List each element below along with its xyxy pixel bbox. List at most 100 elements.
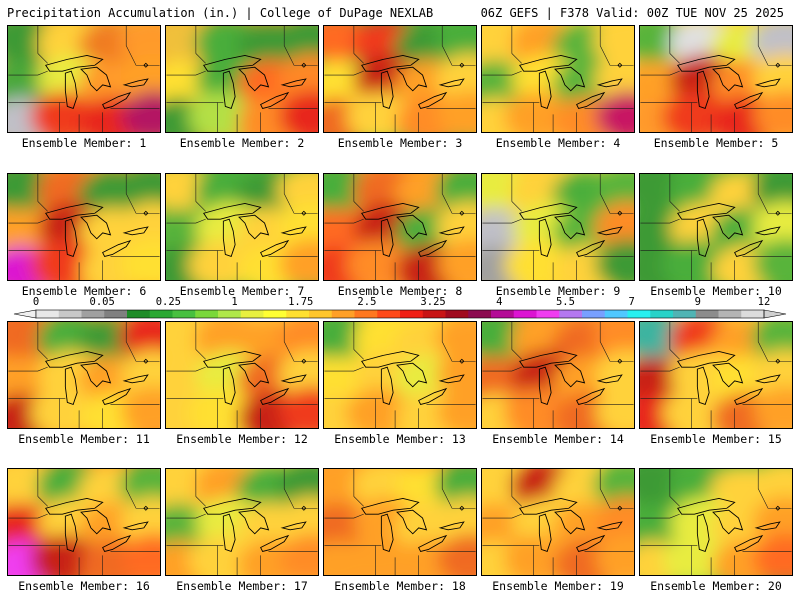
- lake-outline: [438, 78, 465, 88]
- lake-outline: [438, 226, 465, 236]
- state-border: [166, 513, 206, 519]
- lake-outline: [418, 239, 448, 257]
- city-marker-icon: [775, 62, 781, 68]
- precip-blob: [504, 239, 571, 280]
- precipitation-map: [481, 25, 635, 133]
- lake-outline: [396, 509, 428, 535]
- ensemble-panel: Ensemble Member: 13: [323, 321, 477, 446]
- ensemble-member-caption: Ensemble Member: 2: [179, 136, 305, 150]
- lake-outline: [260, 387, 290, 405]
- state-border: [324, 513, 364, 519]
- lake-outline: [122, 374, 149, 384]
- lake-outline: [380, 513, 394, 553]
- lake-outline: [280, 226, 307, 236]
- colorbar-segment: [627, 310, 651, 318]
- ensemble-panel: Ensemble Member: 2: [165, 25, 319, 150]
- state-border: [511, 469, 522, 507]
- lake-outline: [554, 509, 586, 535]
- precip-blob: [753, 238, 792, 280]
- colorbar-left-arrow: [13, 309, 37, 319]
- ensemble-panel: Ensemble Member: 11: [7, 321, 161, 446]
- state-border: [195, 174, 206, 212]
- state-border: [482, 513, 522, 519]
- state-border: [669, 174, 680, 212]
- state-border: [353, 174, 364, 212]
- ensemble-member-caption: Ensemble Member: 19: [492, 579, 624, 593]
- ensemble-member-caption: Ensemble Member: 17: [176, 579, 308, 593]
- precip-blob: [437, 90, 476, 132]
- precip-blob: [346, 534, 413, 575]
- ensemble-member-caption: Ensemble Member: 20: [650, 579, 782, 593]
- ensemble-panel: Ensemble Member: 9: [481, 173, 635, 298]
- ensemble-member-caption: Ensemble Member: 7: [179, 284, 305, 298]
- precipitation-map: [165, 173, 319, 281]
- city-marker-icon: [301, 210, 307, 216]
- lake-outline: [396, 362, 428, 388]
- state-border: [166, 366, 206, 372]
- precipitation-map: [7, 173, 161, 281]
- precip-blob: [30, 239, 97, 280]
- colorbar-segment: [149, 310, 173, 318]
- lake-outline: [122, 521, 149, 531]
- lake-outline: [596, 226, 623, 236]
- lake-outline: [696, 513, 710, 553]
- lake-outline: [554, 66, 586, 92]
- precip-blob: [346, 387, 413, 428]
- precip-blob: [753, 90, 792, 132]
- lake-outline: [280, 521, 307, 531]
- state-border: [669, 469, 680, 507]
- precipitation-map: [481, 321, 635, 429]
- state-border: [511, 26, 522, 64]
- city-marker-icon: [143, 62, 149, 68]
- colorbar-segment: [218, 310, 242, 318]
- lake-outline: [754, 374, 781, 384]
- precip-blob: [279, 533, 318, 575]
- state-border: [37, 322, 48, 360]
- city-marker-icon: [459, 358, 465, 364]
- colorbar-segment: [195, 310, 219, 318]
- colorbar-segment: [695, 310, 719, 318]
- state-border: [8, 513, 48, 519]
- colorbar-segment: [559, 310, 583, 318]
- city-marker-icon: [459, 505, 465, 511]
- lake-outline: [554, 362, 586, 388]
- city-marker-icon: [459, 210, 465, 216]
- state-border: [511, 174, 522, 212]
- precipitation-map: [481, 468, 635, 576]
- precip-blob: [188, 534, 255, 575]
- colorbar-tick-label: 0: [32, 296, 40, 308]
- state-border: [482, 545, 534, 575]
- colorbar-tick-label: 0.05: [89, 296, 115, 308]
- precipitation-map: [639, 321, 793, 429]
- colorbar-segment: [81, 310, 105, 318]
- lake-outline: [80, 509, 112, 535]
- state-border: [8, 366, 48, 372]
- ensemble-member-caption: Ensemble Member: 8: [337, 284, 463, 298]
- precip-blob: [595, 90, 634, 132]
- city-marker-icon: [617, 62, 623, 68]
- ensemble-member-caption: Ensemble Member: 4: [495, 136, 621, 150]
- precipitation-map: [165, 25, 319, 133]
- lake-outline: [754, 226, 781, 236]
- colorbar-segment: [422, 310, 446, 318]
- ensemble-panel: Ensemble Member: 10: [639, 173, 793, 298]
- precip-blob: [662, 387, 729, 428]
- ensemble-member-caption: Ensemble Member: 18: [334, 579, 466, 593]
- city-marker-icon: [617, 505, 623, 511]
- colorbar-tick-label: 4: [496, 296, 503, 308]
- lake-outline: [222, 218, 236, 258]
- state-border: [482, 250, 534, 280]
- lake-outline: [238, 362, 270, 388]
- lake-outline: [260, 239, 290, 257]
- precip-blob: [753, 386, 792, 428]
- lake-outline: [677, 54, 736, 72]
- lake-outline: [538, 70, 552, 110]
- precip-blob: [437, 386, 476, 428]
- lake-outline: [238, 66, 270, 92]
- lake-outline: [361, 202, 420, 220]
- lake-outline: [45, 202, 104, 220]
- state-border: [640, 398, 692, 428]
- state-border: [640, 218, 680, 224]
- state-border: [324, 545, 376, 575]
- lake-outline: [519, 54, 578, 72]
